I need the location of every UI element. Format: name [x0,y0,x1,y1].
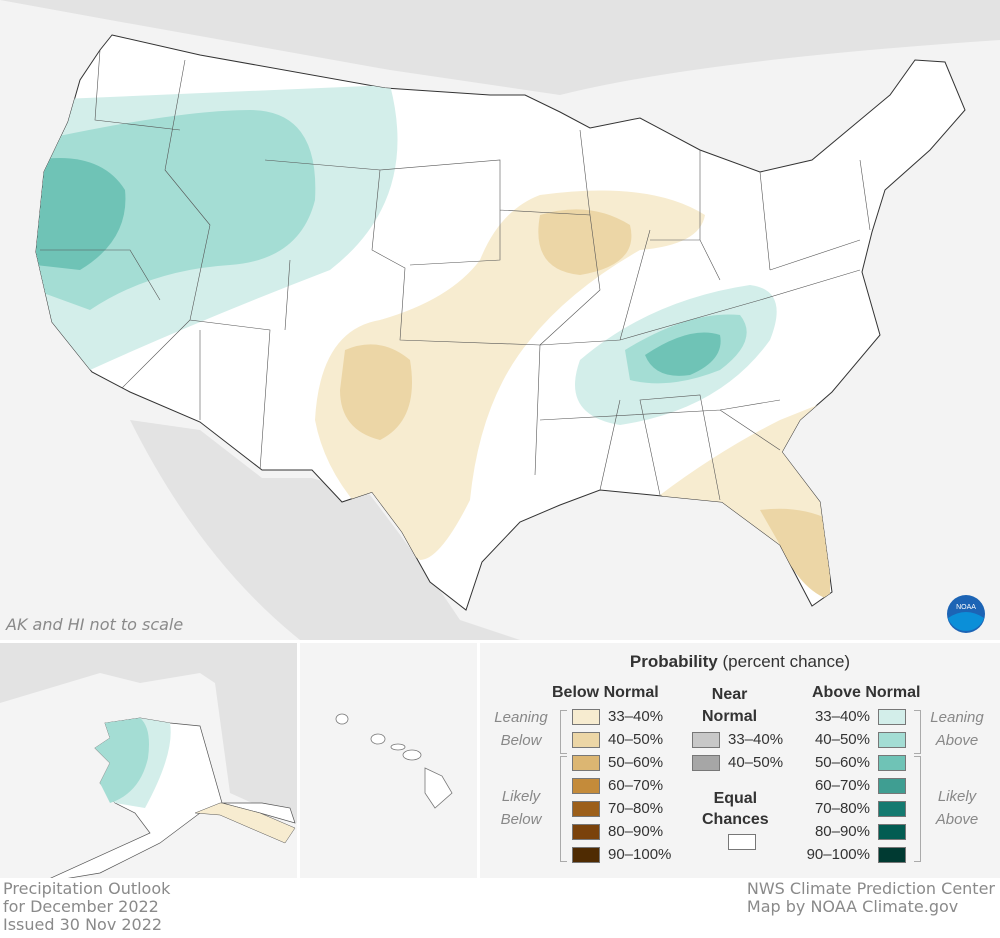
legend: Probability (percent chance) Below Norma… [480,643,1000,878]
legend-swatch [878,754,906,771]
legend-item-above: 33–40% [796,708,906,725]
legend-swatch [572,731,600,748]
legend-item-above: 40–50% [796,731,906,748]
legend-label: 90–100% [608,846,672,863]
legend-title: Probability (percent chance) [629,652,851,671]
legend-item-below: 33–40% [572,708,663,725]
legend-label: 40–50% [728,754,784,771]
legend-label: 80–90% [608,823,664,840]
legend-item-below: 60–70% [572,777,663,794]
legend-item-near: 33–40% [692,731,783,748]
state-lines [40,49,871,501]
outlook-areas [36,85,830,600]
legend-item-above: 70–80% [796,800,906,817]
legend-item-near: 40–50% [692,754,783,771]
alaska-inset [0,643,297,884]
legend-swatch [878,731,906,748]
legend-swatch [878,846,906,863]
legend-swatch [878,708,906,725]
legend-swatch [878,823,906,840]
leaning-below-label: Leaning Below [494,709,548,749]
hawaii-inset [300,643,477,878]
scale-note: AK and HI not to scale [6,615,184,634]
leaning-above-label: Leaning Above [930,709,984,749]
likely-below-label: Likely Below [500,788,542,828]
legend-swatch [878,777,906,794]
legend-swatch [572,846,600,863]
footer-left: Precipitation Outlook for December 2022 Is… [3,879,171,934]
legend-label: 33–40% [728,731,784,748]
legend-item-below: 70–80% [572,800,663,817]
legend-label: 90–100% [806,846,870,863]
legend-swatch [572,777,600,794]
legend-label: 40–50% [608,731,664,748]
above-normal-header: Above Normal [812,684,921,701]
legend-label: 60–70% [608,777,664,794]
legend-item-below: 40–50% [572,731,663,748]
legend-swatch [692,731,720,748]
below-normal-header: Below Normal [552,684,659,701]
legend-item-above: 90–100% [796,846,906,863]
legend-item-below: 50–60% [572,754,663,771]
mexico-land [130,420,520,640]
legend-item-above: 50–60% [796,754,906,771]
legend-swatch [572,754,600,771]
equal-chances-label: Equal Chances [702,790,769,828]
equal-chances-swatch [728,834,756,850]
legend-label: 33–40% [608,708,664,725]
legend-label: 80–90% [814,823,870,840]
legend-label: 50–60% [814,754,870,771]
legend-swatch [572,823,600,840]
svg-text:NOAA: NOAA [956,604,976,611]
footer-right: NWS Climate Prediction Center Map by NOAA… [746,879,995,916]
legend-label: 60–70% [814,777,870,794]
legend-label: 40–50% [814,731,870,748]
likely-above-label: Likely Above [935,788,979,828]
legend-item-above: 60–70% [796,777,906,794]
legend-swatch [692,754,720,771]
legend-swatch [572,708,600,725]
noaa-logo: NOAA [947,595,985,633]
legend-label: 33–40% [814,708,870,725]
legend-label: 50–60% [608,754,664,771]
legend-label: 70–80% [814,800,870,817]
legend-swatch [572,800,600,817]
canada-land [0,0,1000,95]
near-normal-header: Near Normal [702,686,758,725]
legend-item-above: 80–90% [796,823,906,840]
legend-label: 70–80% [608,800,664,817]
conus-map: NOAA [0,0,1000,640]
legend-item-below: 90–100% [572,846,671,863]
legend-item-below: 80–90% [572,823,663,840]
legend-swatch [878,800,906,817]
